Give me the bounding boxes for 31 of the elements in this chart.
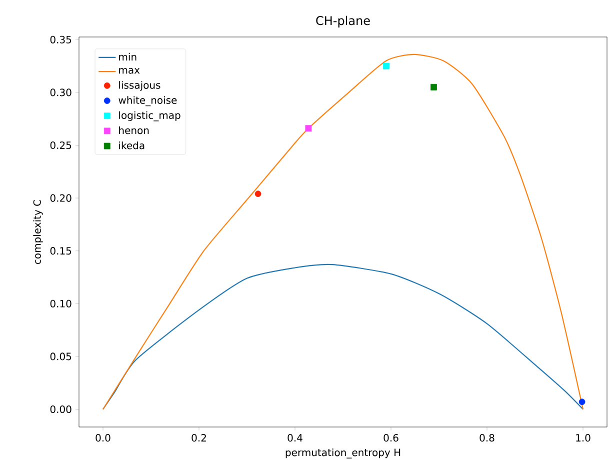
legend-label: logistic_map [119, 111, 180, 122]
x-tick-label: 0.6 [384, 434, 398, 442]
x-tick-label: 0.0 [96, 434, 110, 442]
point [254, 190, 262, 198]
point [578, 398, 586, 406]
y-tick-label: 0.30 [50, 88, 72, 96]
line-series [102, 264, 584, 410]
point [430, 84, 437, 90]
x-tick-label: 0.8 [480, 434, 494, 442]
legend-label: max [119, 68, 140, 74]
point [383, 62, 390, 70]
y-tick-label: 0.05 [50, 352, 72, 360]
legend-label: ikeda [119, 141, 144, 150]
legend-label: white_noise [118, 96, 177, 106]
line-series [102, 54, 584, 410]
y-tick-label: 0.00 [50, 405, 72, 414]
chart-title: CH-plane [316, 16, 370, 28]
x-tick-label: 1.0 [576, 434, 590, 442]
y-tick-label: 0.20 [50, 194, 72, 202]
y-axis-title: complexity C [33, 200, 43, 264]
point [305, 125, 312, 132]
legend-label: henon [119, 126, 149, 134]
x-tick-label: 0.2 [192, 434, 206, 442]
y-tick-label: 0.15 [50, 247, 72, 255]
y-tick-label: 0.10 [50, 300, 72, 308]
x-tick-label: 0.4 [288, 434, 302, 442]
y-tick-label: 0.35 [50, 36, 72, 44]
legend-label: lissajous [119, 81, 160, 91]
legend-label: min [119, 52, 136, 60]
y-tick-label: 0.25 [50, 141, 72, 150]
x-axis-title: permutation_entropy H [286, 448, 400, 458]
